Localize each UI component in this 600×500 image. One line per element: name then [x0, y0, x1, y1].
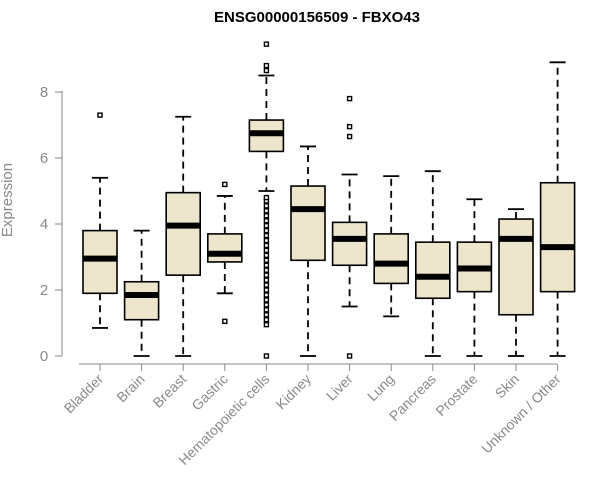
box-group: [248, 41, 285, 359]
box-group: [331, 95, 368, 359]
box-group: [373, 175, 410, 318]
box-group: [290, 145, 326, 357]
outlier-point: [263, 67, 270, 74]
y-axis-label: Expression: [0, 163, 16, 237]
box-group: [414, 170, 451, 357]
outlier-point: [346, 123, 353, 130]
x-tick-label: Liver: [323, 371, 356, 404]
y-tick-label: 8: [40, 84, 48, 101]
outlier-point: [263, 353, 270, 359]
outlier-point: [263, 194, 270, 201]
outlier-point: [263, 232, 270, 239]
x-tick-label: Kidney: [273, 371, 315, 413]
outlier-point: [263, 262, 270, 268]
box-group: [498, 208, 534, 357]
outlier-point: [346, 133, 353, 140]
box-iqr: [331, 221, 368, 267]
x-tick-label: Lung: [364, 371, 397, 404]
outlier-point: [263, 287, 270, 293]
outlier-point: [263, 252, 270, 259]
box-group: [207, 181, 243, 325]
x-tick-label: Brain: [113, 371, 147, 405]
x-tick-label: Breast: [149, 371, 189, 411]
y-tick-label: 0: [40, 348, 48, 365]
outlier-point: [97, 112, 103, 118]
y-tick-label: 6: [40, 150, 48, 167]
outlier-point: [263, 257, 270, 263]
outlier-point: [263, 321, 270, 328]
outlier-point: [263, 62, 270, 69]
outlier-point: [263, 302, 270, 308]
box-iqr: [123, 280, 160, 321]
outlier-point: [263, 203, 270, 209]
box-group: [82, 112, 118, 329]
outlier-point: [263, 312, 270, 318]
outlier-point: [263, 317, 270, 323]
outlier-point: [263, 297, 270, 303]
outlier-point: [263, 272, 270, 278]
box-iqr: [290, 185, 326, 262]
x-tick-label: Bladder: [61, 371, 107, 417]
boxes: [82, 41, 576, 359]
outlier-point: [263, 227, 270, 234]
outlier-point: [263, 307, 270, 313]
chart-title: ENSG00000156509 - FBXO43: [214, 9, 420, 26]
box-iqr: [414, 241, 451, 300]
y-tick-label: 2: [40, 282, 48, 299]
x-tick-label: Skin: [492, 371, 523, 402]
outlier-point: [263, 282, 270, 288]
outlier-point: [263, 213, 270, 219]
outlier-point: [263, 237, 270, 244]
outlier-point: [263, 292, 270, 298]
x-tick-label: Prostate: [432, 371, 480, 419]
outlier-point: [263, 217, 270, 224]
box-iqr: [498, 218, 534, 316]
box-group: [539, 61, 576, 357]
y-ticks: 0 2 4 6 8: [40, 84, 62, 365]
box-iqr: [207, 233, 243, 263]
outlier-point: [346, 95, 353, 102]
box-group: [165, 115, 201, 357]
x-tick-label: Unknown / Other: [478, 371, 564, 457]
box-iqr: [165, 191, 201, 276]
outlier-point: [263, 247, 270, 254]
outlier-point: [263, 41, 270, 47]
box-iqr: [373, 233, 410, 285]
outlier-point: [222, 318, 228, 325]
box-group: [123, 229, 160, 357]
y-tick-label: 4: [40, 216, 48, 233]
outlier-point: [222, 181, 228, 188]
box-iqr: [82, 229, 118, 295]
box-group: [456, 198, 493, 357]
outlier-point: [346, 353, 353, 359]
box-iqr: [539, 181, 576, 293]
outlier-point: [263, 267, 270, 273]
outlier-point: [263, 222, 270, 229]
outlier-point: [263, 242, 270, 249]
outlier-point: [263, 208, 270, 214]
outlier-point: [263, 277, 270, 283]
